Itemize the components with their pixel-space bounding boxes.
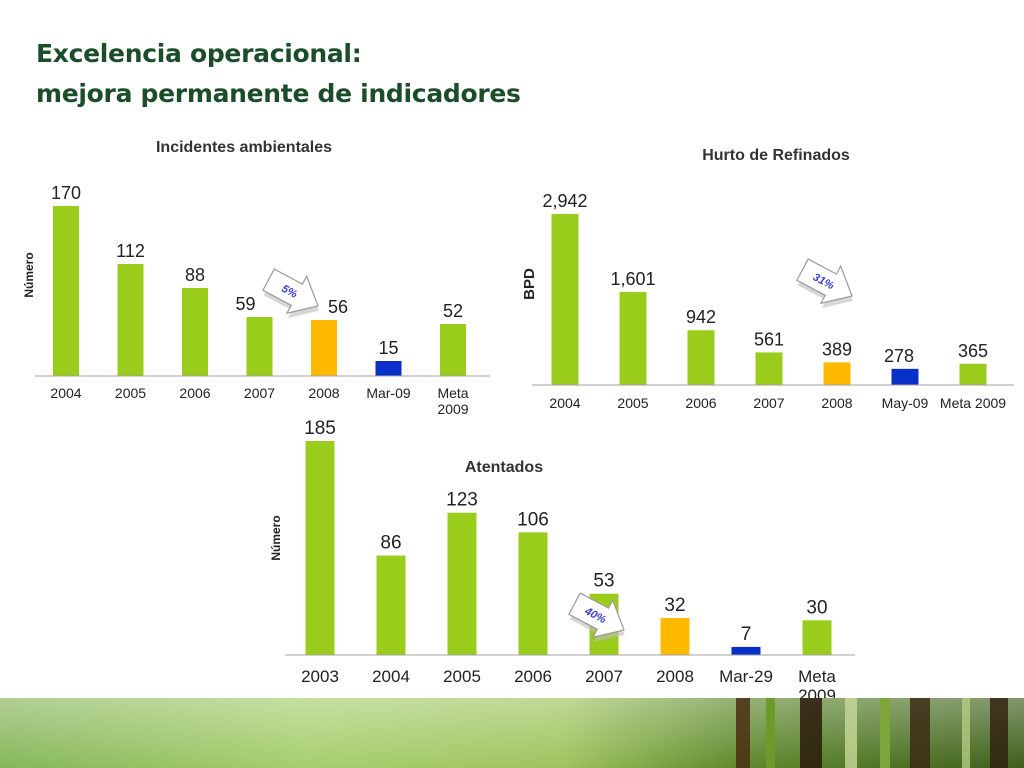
value-label: 389 xyxy=(822,339,852,359)
slide-title: Excelencia operacional: mejora permanent… xyxy=(36,34,521,114)
value-label: 30 xyxy=(806,597,827,618)
bar xyxy=(447,512,477,655)
bar xyxy=(311,320,337,376)
value-label: 2,942 xyxy=(542,191,587,211)
bar xyxy=(305,441,335,655)
chart-title: Hurto de Refinados xyxy=(702,147,850,164)
bar xyxy=(660,617,690,655)
tick-label: 2006 xyxy=(514,667,552,686)
bar xyxy=(687,330,715,385)
bar xyxy=(959,363,987,385)
value-label: 59 xyxy=(235,294,255,314)
bar xyxy=(551,214,579,385)
tick-label: 2008 xyxy=(821,395,852,411)
tick-label: Mar-09 xyxy=(366,385,411,401)
y-axis-label: Número xyxy=(269,515,283,560)
value-label: 278 xyxy=(884,346,914,366)
tick-label: 2006 xyxy=(685,395,716,411)
value-label: 32 xyxy=(664,595,685,616)
title-line-2: mejora permanente de indicadores xyxy=(36,79,521,108)
reduction-callout: 5% xyxy=(262,268,319,319)
value-label: 561 xyxy=(754,329,784,349)
tick-label: Mar-29 xyxy=(719,667,773,686)
y-axis-label: Número xyxy=(22,252,36,297)
bar xyxy=(731,646,761,655)
value-label: 15 xyxy=(378,338,398,358)
value-label: 86 xyxy=(380,533,401,554)
tick-label: 2007 xyxy=(753,395,784,411)
tick-label: 2004 xyxy=(372,667,410,686)
bar xyxy=(246,317,273,376)
bar xyxy=(802,620,832,655)
tick-label: May-09 xyxy=(882,395,929,411)
value-label: 170 xyxy=(51,183,81,203)
value-label: 123 xyxy=(446,490,478,511)
value-label: 7 xyxy=(741,624,752,645)
bar xyxy=(823,362,851,385)
tick-label: 2005 xyxy=(115,385,146,401)
reduction-callout: 40% xyxy=(568,592,625,643)
tick-label: Meta 2009 xyxy=(437,385,468,417)
bar xyxy=(182,288,208,376)
chart-title: Incidentes ambientales xyxy=(156,139,332,156)
tick-label: 2003 xyxy=(301,667,339,686)
chart-atentados: Atentados Número 2003 2004 2005 2006 2007 200… xyxy=(269,418,855,705)
bar xyxy=(518,532,548,655)
bar xyxy=(376,555,406,655)
tick-label: 2008 xyxy=(308,385,339,401)
tick-label: 2007 xyxy=(244,385,275,401)
bar xyxy=(53,206,79,376)
bar xyxy=(117,264,144,376)
tick-label: 2005 xyxy=(617,395,648,411)
value-label: 365 xyxy=(958,341,988,361)
bar xyxy=(440,324,466,376)
value-label: 1,601 xyxy=(610,269,655,289)
bar xyxy=(375,361,402,376)
arrow-shape xyxy=(568,592,625,639)
value-label: 185 xyxy=(304,418,336,439)
footer-forest-image xyxy=(0,698,1024,768)
value-label: 52 xyxy=(443,301,463,321)
tick-label: 2007 xyxy=(585,667,623,686)
value-label: 53 xyxy=(593,571,614,592)
bar xyxy=(755,352,783,385)
tick-label: 2006 xyxy=(179,385,210,401)
title-line-1: Excelencia operacional: xyxy=(36,39,362,68)
value-label: 88 xyxy=(185,265,205,285)
tick-label: 2004 xyxy=(549,395,580,411)
tick-label: 2004 xyxy=(50,385,81,401)
tick-label: 2008 xyxy=(656,667,694,686)
value-label: 106 xyxy=(517,509,549,530)
y-axis-label: BPD xyxy=(521,268,538,300)
reduction-callout: 31% xyxy=(796,258,853,309)
arrow-shape xyxy=(262,268,319,315)
chart-title: Atentados xyxy=(465,459,543,476)
chart-hurto-de-refinados: Hurto de Refinados BPD 2004 2005 2006 2007 2… xyxy=(521,147,1014,411)
bar xyxy=(619,291,647,385)
value-label: 112 xyxy=(116,241,145,261)
bar xyxy=(891,368,919,385)
value-label: 942 xyxy=(686,307,716,327)
value-label: 56 xyxy=(328,297,348,317)
chart-incidentes-ambientales: Incidentes ambientales Número 2004 2005 20… xyxy=(22,139,490,417)
tick-label: 2005 xyxy=(443,667,481,686)
tick-label: Meta 2009 xyxy=(940,395,1006,411)
arrow-shape xyxy=(796,258,853,305)
